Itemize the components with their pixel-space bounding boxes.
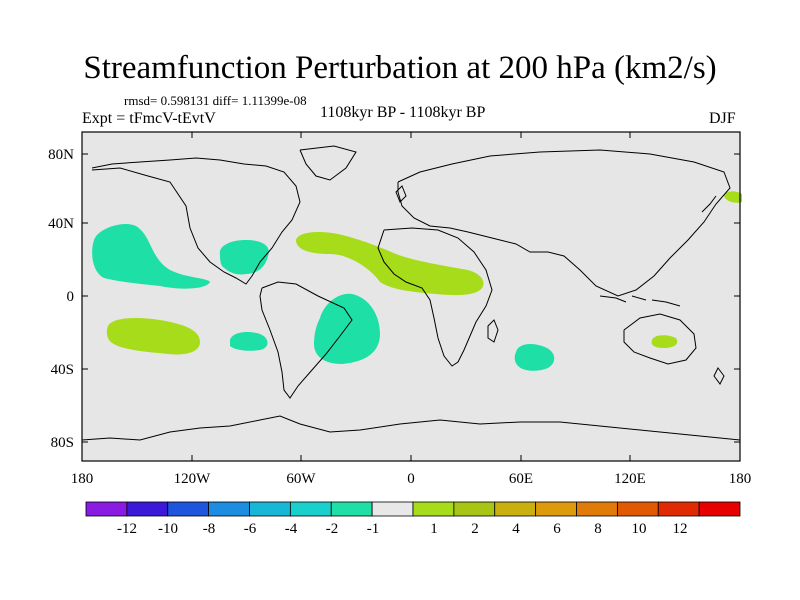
colorbar-cell	[126, 501, 169, 517]
colorbar-labels: -12 -10 -8 -6 -4 -2 -1 1 2 4 6 8 10 12	[117, 521, 688, 537]
colorbar-cell	[698, 501, 741, 517]
colorbar-cell	[412, 501, 455, 517]
coast-madagascar	[487, 319, 499, 343]
xtick-60e: 60E	[509, 471, 533, 487]
coast-uk	[395, 185, 407, 203]
map-frame	[81, 131, 741, 462]
y-axis-labels: 80N 40N 0 40S 80S	[48, 147, 74, 451]
colorbar-cell	[494, 501, 537, 517]
anomaly-north-atlantic	[296, 232, 484, 296]
coast-north-america	[91, 157, 301, 285]
xtick-60w: 60W	[286, 471, 316, 487]
xtick-0: 0	[407, 471, 415, 487]
ytick-0: 0	[67, 289, 75, 305]
colorbar-label: 6	[553, 521, 561, 537]
anomaly-south-atlantic	[314, 293, 380, 364]
ytick-80s: 80S	[51, 435, 74, 451]
colorbar	[85, 501, 741, 517]
stats-line: rmsd= 0.598131 diff= 1.11399e-08	[124, 93, 307, 108]
coast-africa	[377, 227, 493, 367]
colorbar-cell	[289, 501, 332, 517]
coast-japan	[701, 195, 717, 213]
ytick-40s: 40S	[51, 362, 74, 378]
coast-south-america	[259, 281, 353, 399]
coast-australia	[623, 313, 697, 365]
coast-indonesia	[599, 295, 681, 307]
coast-antarctica	[81, 415, 741, 441]
colorbar-label: 10	[632, 521, 647, 537]
map-background	[82, 132, 740, 461]
xtick-180w: 180	[71, 471, 94, 487]
colorbar-cell	[576, 501, 618, 517]
colorbar-label: 2	[471, 521, 479, 537]
colorbar-label: 8	[594, 521, 602, 537]
colorbar-label: -12	[117, 521, 137, 537]
period-label: 1108kyr BP - 1108kyr BP	[320, 104, 486, 121]
colorbar-label: -1	[367, 521, 380, 537]
ytick-40n: 40N	[48, 216, 74, 232]
colorbar-cell	[453, 501, 496, 517]
xtick-180e: 180	[729, 471, 752, 487]
xtick-120w: 120W	[174, 471, 212, 487]
colorbar-label: 4	[512, 521, 520, 537]
colorbar-label: -4	[285, 521, 298, 537]
anomaly-gulf-of-mexico	[219, 240, 269, 275]
colorbar-label: -8	[203, 521, 216, 537]
colorbar-cell	[208, 501, 250, 517]
colorbar-cell	[85, 501, 128, 517]
plot-title: Streamfunction Perturbation at 200 hPa (…	[83, 50, 717, 86]
colorbar-cell	[535, 501, 577, 517]
colorbar-cell	[167, 501, 210, 517]
colorbar-label: -6	[244, 521, 257, 537]
coast-greenland	[299, 145, 357, 181]
anomaly-ne-pacific	[92, 223, 210, 289]
coastlines	[81, 145, 741, 441]
colorbar-cell	[249, 501, 291, 517]
colorbar-label: -2	[326, 521, 339, 537]
xtick-120e: 120E	[614, 471, 646, 487]
colorbar-label: -10	[158, 521, 178, 537]
anomaly-se-pacific-small	[230, 332, 268, 351]
anomaly-nw-pacific	[724, 191, 742, 203]
coast-eurasia	[397, 149, 731, 297]
colorbar-cell	[371, 501, 414, 517]
colorbar-label: 1	[430, 521, 438, 537]
colorbar-label: 12	[673, 521, 688, 537]
anomaly-indian-ocean	[514, 344, 555, 371]
ytick-80n: 80N	[48, 147, 74, 163]
colorbar-cell	[330, 501, 373, 517]
experiment-label: Expt = tFmcV-tEvtV	[82, 110, 216, 127]
colorbar-cell	[657, 501, 700, 517]
coast-new-zealand	[713, 367, 725, 385]
season-label: DJF	[709, 110, 736, 127]
anomaly-shading	[92, 191, 742, 371]
colorbar-cell	[616, 501, 659, 517]
anomaly-australia	[651, 335, 678, 348]
x-axis-labels: 180 120W 60W 0 60E 120E 180	[71, 471, 752, 487]
anomaly-south-pacific	[106, 318, 200, 355]
